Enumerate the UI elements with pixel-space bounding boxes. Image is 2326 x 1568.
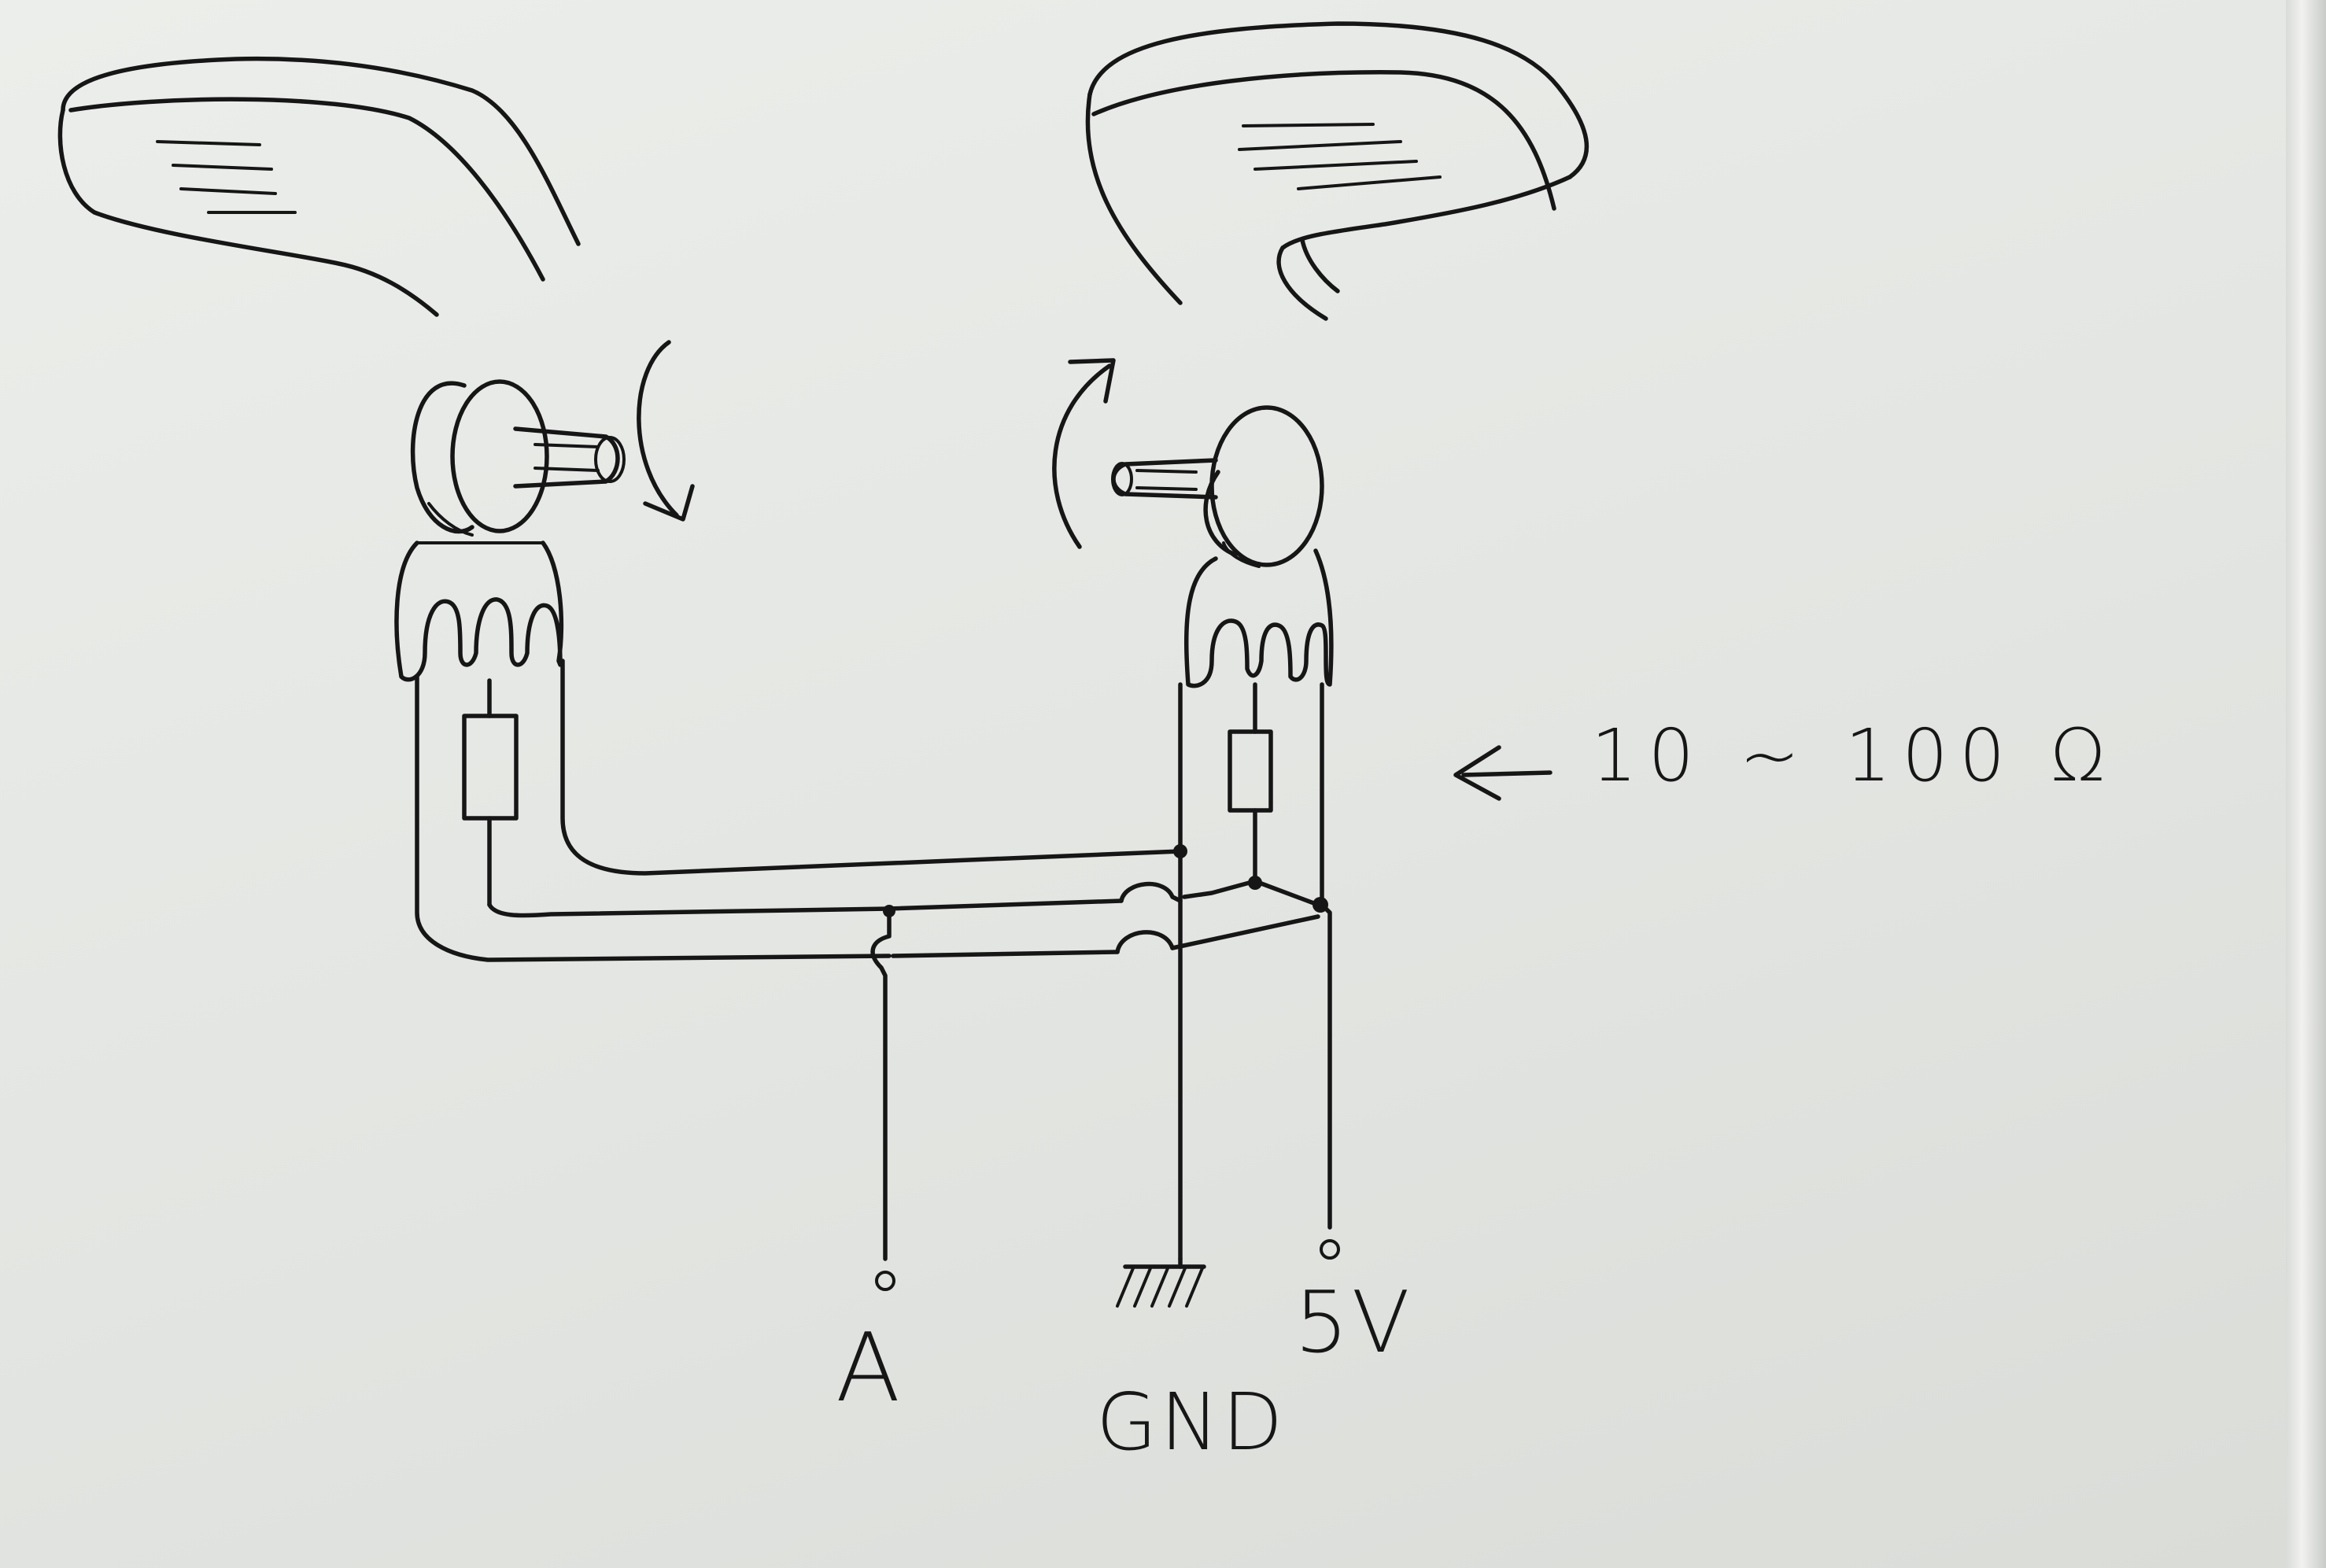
curved-arrow-up-icon	[1052, 358, 1116, 549]
right-lever-drawing	[1085, 21, 1589, 321]
left-lever-drawing	[57, 56, 581, 317]
circuit-wires	[415, 659, 1340, 1291]
curved-arrow-down-icon	[637, 340, 695, 522]
paper-edge	[2286, 0, 2326, 1568]
terminal-gnd-label: GND	[1096, 1376, 1287, 1468]
right-potentiometer	[1111, 405, 1334, 884]
left-potentiometer	[394, 379, 626, 907]
ground-symbol-icon	[1116, 1256, 1206, 1308]
terminal-a-label: A	[836, 1314, 901, 1423]
resistor-pointer-arrow	[1453, 745, 1553, 801]
terminal-5v-label: 5V	[1294, 1274, 1413, 1372]
resistor-value-label: 10 ~ 100 Ω	[1591, 714, 2117, 798]
